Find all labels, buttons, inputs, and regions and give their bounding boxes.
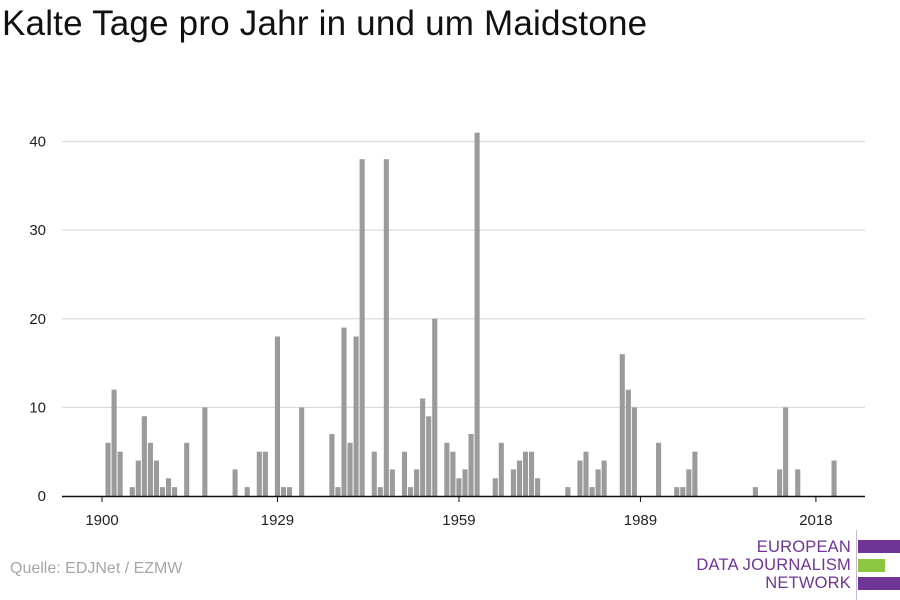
- logo-line-3: NETWORK: [765, 574, 851, 592]
- x-axis-ticks: 1900 1929 1959 1989 2018: [85, 496, 833, 529]
- bar-1957: [444, 442, 450, 496]
- y-tick-label-10: 10: [29, 399, 46, 416]
- bar-1906: [135, 460, 141, 496]
- bar-1987: [625, 389, 631, 496]
- bar-1960: [462, 469, 468, 496]
- bar-1968: [510, 469, 516, 496]
- bar-2012: [777, 469, 783, 496]
- bar-1911: [166, 478, 172, 496]
- bar-1982: [595, 469, 601, 496]
- bar-1959: [456, 478, 462, 496]
- x-tick-label-1900: 1900: [85, 512, 118, 529]
- bar-2013: [783, 407, 789, 497]
- bar-2021: [831, 460, 837, 496]
- bar-1986: [619, 354, 625, 496]
- logo-divider: [856, 530, 857, 600]
- bar-1951: [408, 487, 414, 496]
- logo-bar-top: [858, 540, 900, 553]
- bar-1940: [341, 327, 347, 496]
- bar-1983: [601, 460, 607, 496]
- bar-1996: [680, 487, 686, 496]
- x-tick-label-2018: 2018: [799, 512, 832, 529]
- source-note: Quelle: EDJNet / EZMW: [10, 560, 183, 577]
- bar-1997: [686, 469, 692, 496]
- bar-1927: [262, 451, 268, 496]
- bar-1958: [450, 451, 456, 496]
- bar-1945: [371, 451, 377, 496]
- bar-1947: [383, 159, 389, 496]
- bar-1971: [529, 451, 535, 496]
- logo-bar-middle: [858, 559, 885, 572]
- bar-1980: [583, 451, 589, 496]
- bar-1988: [631, 407, 637, 497]
- bar-1907: [141, 416, 147, 496]
- bar-1942: [353, 336, 359, 497]
- bar-1909: [153, 460, 159, 496]
- y-tick-label-0: 0: [38, 488, 46, 505]
- bar-1938: [329, 433, 335, 496]
- bar-1979: [577, 460, 583, 496]
- bar-1933: [299, 407, 305, 497]
- y-tick-label-40: 40: [29, 134, 46, 151]
- bar-1941: [347, 442, 353, 496]
- bar-1966: [498, 442, 504, 496]
- bar-1965: [492, 478, 498, 496]
- bar-1901: [105, 442, 111, 496]
- bar-1931: [287, 487, 293, 496]
- bar-1939: [335, 487, 341, 496]
- bar-1903: [117, 451, 123, 496]
- bar-1970: [522, 451, 529, 496]
- bar-1969: [516, 460, 522, 496]
- bar-1929: [274, 336, 280, 497]
- logo-line-1: EUROPEAN: [756, 538, 851, 556]
- bar-1917: [202, 407, 208, 497]
- bar-2015: [795, 469, 801, 496]
- bar-1972: [535, 478, 541, 496]
- x-tick-label-1989: 1989: [624, 512, 657, 529]
- bar-1910: [159, 487, 166, 496]
- bar-1953: [420, 398, 426, 496]
- y-axis-ticks: 0 10 20 30 40: [29, 134, 46, 506]
- bar-1995: [674, 487, 680, 496]
- y-tick-label-30: 30: [29, 222, 46, 239]
- bar-1954: [426, 416, 432, 496]
- bar-1912: [172, 487, 178, 496]
- bar-1948: [389, 469, 395, 496]
- bar-1943: [359, 159, 365, 496]
- bar-1955: [432, 318, 438, 496]
- grid-lines: [62, 140, 865, 408]
- bar-1924: [244, 487, 250, 496]
- bar-1962: [474, 132, 480, 496]
- bar-1946: [377, 487, 383, 496]
- bars: [105, 132, 837, 497]
- x-tick-label-1959: 1959: [442, 512, 475, 529]
- bar-1914: [184, 442, 190, 496]
- y-tick-label-20: 20: [29, 311, 46, 328]
- bar-chart: 0 10 20 30 40 1900 1929 1959 1989 2018: [29, 132, 865, 529]
- bar-1926: [256, 451, 262, 496]
- bar-1905: [129, 487, 135, 496]
- chart-title: Kalte Tage pro Jahr in und um Maidstone: [2, 4, 648, 43]
- bar-1992: [656, 442, 662, 496]
- bar-1977: [565, 487, 571, 496]
- bar-1908: [147, 442, 153, 496]
- bar-1998: [692, 451, 698, 496]
- bar-2008: [752, 487, 758, 496]
- logo-line-2: DATA JOURNALISM: [696, 556, 851, 574]
- bar-1961: [468, 433, 474, 496]
- edjnet-logo[interactable]: EUROPEAN DATA JOURNALISM NETWORK: [696, 530, 900, 600]
- bar-1952: [414, 469, 420, 496]
- bar-1981: [589, 487, 595, 496]
- bar-1902: [111, 389, 117, 496]
- bar-1922: [232, 469, 238, 496]
- logo-bar-bottom: [858, 577, 900, 590]
- bar-1930: [280, 487, 287, 496]
- x-tick-label-1929: 1929: [261, 512, 294, 529]
- bar-1950: [401, 451, 408, 496]
